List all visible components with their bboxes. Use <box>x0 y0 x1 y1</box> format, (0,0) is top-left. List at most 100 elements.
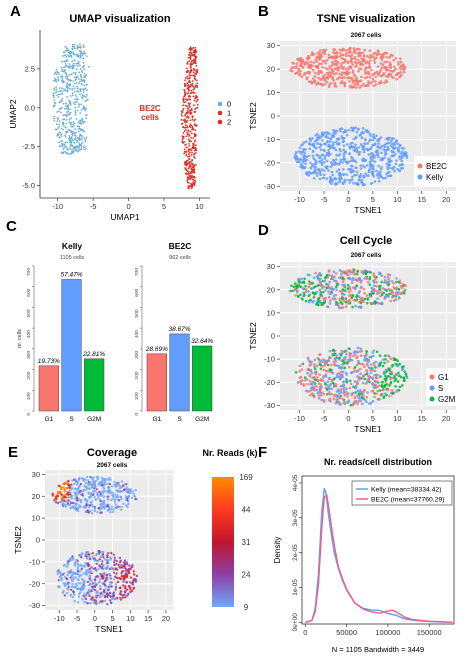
data-point <box>299 293 302 297</box>
data-point <box>318 156 321 160</box>
data-point <box>106 565 110 568</box>
data-point <box>120 505 123 508</box>
data-point <box>76 480 80 483</box>
data-point <box>312 61 316 64</box>
data-point <box>389 372 392 376</box>
data-point <box>336 398 339 401</box>
data-point <box>84 597 88 601</box>
data-point <box>378 288 382 291</box>
data-point <box>384 152 388 156</box>
data-point <box>338 163 341 166</box>
data-point <box>61 140 63 143</box>
data-point <box>80 123 83 125</box>
data-point <box>351 79 355 82</box>
data-point <box>64 54 67 57</box>
data-point <box>389 65 393 69</box>
y-axis-label: nr. cells <box>17 329 23 348</box>
y-tick-label: 30 <box>267 262 275 271</box>
data-point <box>353 173 356 177</box>
data-point <box>299 56 302 60</box>
data-point <box>344 355 347 359</box>
data-point <box>391 142 394 145</box>
data-point <box>186 159 189 162</box>
data-point <box>327 270 331 273</box>
data-point <box>93 600 96 604</box>
data-point <box>83 53 86 55</box>
data-point <box>355 298 359 302</box>
data-point <box>194 157 196 159</box>
data-point <box>397 388 401 392</box>
data-point <box>339 129 342 133</box>
data-point <box>190 124 193 127</box>
data-point <box>335 129 339 133</box>
data-point <box>65 131 68 133</box>
data-point <box>383 145 387 149</box>
data-point <box>183 148 186 151</box>
data-point <box>390 159 393 163</box>
data-point <box>55 86 57 88</box>
data-point <box>107 482 110 485</box>
data-point <box>125 504 128 507</box>
data-point <box>322 368 326 372</box>
data-point <box>356 380 359 383</box>
data-point <box>376 297 379 301</box>
data-point <box>346 287 350 291</box>
data-point <box>326 165 329 168</box>
data-point <box>307 154 310 158</box>
data-point <box>306 382 309 386</box>
data-point <box>331 56 334 60</box>
data-point <box>195 164 197 166</box>
data-point <box>383 354 387 358</box>
data-point <box>192 137 195 139</box>
data-point <box>358 178 361 182</box>
data-point <box>303 151 306 155</box>
data-point <box>313 388 316 392</box>
data-point <box>92 476 96 479</box>
data-point <box>189 74 192 77</box>
data-point <box>317 70 320 74</box>
data-point <box>118 484 122 488</box>
data-point <box>79 591 82 594</box>
data-point <box>71 576 75 579</box>
data-point <box>187 155 189 158</box>
data-point <box>319 78 322 82</box>
data-point <box>70 497 74 500</box>
data-point <box>66 152 68 155</box>
data-point <box>103 573 107 576</box>
data-point <box>386 273 390 276</box>
data-point <box>188 151 191 154</box>
data-point <box>119 508 123 511</box>
data-point <box>190 163 193 166</box>
data-point <box>383 275 387 279</box>
data-point <box>65 591 69 595</box>
chart-title: Coverage <box>87 447 137 459</box>
data-point <box>388 355 391 358</box>
data-point <box>77 595 81 598</box>
data-point <box>354 135 358 139</box>
data-point <box>195 64 198 67</box>
data-point <box>342 155 346 158</box>
data-point <box>79 128 82 131</box>
data-point <box>51 492 54 495</box>
data-point <box>107 589 110 592</box>
data-point <box>375 53 379 57</box>
data-point <box>67 106 69 109</box>
data-point <box>357 146 360 149</box>
y-tick-label: 200 <box>26 371 32 379</box>
data-point <box>115 576 119 580</box>
data-point <box>299 376 302 380</box>
data-point <box>308 374 312 378</box>
data-point <box>375 280 378 284</box>
data-point <box>294 371 298 374</box>
data-point <box>300 152 303 156</box>
data-point <box>187 70 190 72</box>
data-point <box>184 91 187 93</box>
data-point <box>118 490 121 493</box>
data-point <box>398 385 402 389</box>
data-point <box>124 495 128 498</box>
data-point <box>396 364 400 368</box>
data-point <box>65 119 68 121</box>
data-point <box>66 581 70 584</box>
data-point <box>108 572 111 576</box>
data-point <box>390 280 394 283</box>
